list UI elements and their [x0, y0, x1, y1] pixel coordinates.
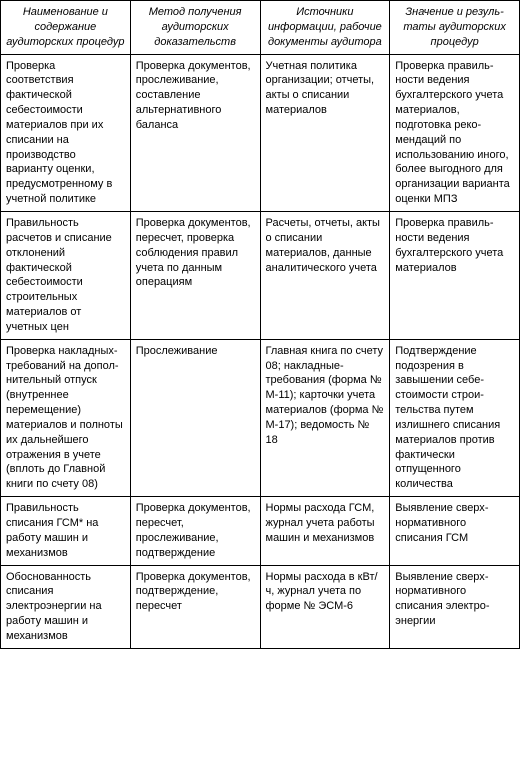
table-cell: Обоснованность списания электроэнергии н…: [1, 565, 131, 648]
table-cell: Выявление сверх­нормативного списания эл…: [390, 565, 520, 648]
table-cell: Проверка правиль­ности ведения бухгалтер…: [390, 211, 520, 339]
table-cell: Правильность списания ГСМ* на работу маш…: [1, 497, 131, 565]
table-cell: Проверка документов, прослеживание, сост…: [130, 54, 260, 211]
table-cell: Нормы расхода в кВт/ч, журнал учета по ф…: [260, 565, 390, 648]
table-row: Проверка соответствия фактической себест…: [1, 54, 520, 211]
table-cell: Проверка документов, пересчет, прослежив…: [130, 497, 260, 565]
header-col-4: Значение и резуль­таты аудиторских проце…: [390, 1, 520, 55]
table-row: Правильность расчетов и списание отклоне…: [1, 211, 520, 339]
table-body: Проверка соответствия фактической себест…: [1, 54, 520, 648]
header-col-1: Наименование и содержание аудиторских пр…: [1, 1, 131, 55]
table-header-row: Наименование и содержание аудиторских пр…: [1, 1, 520, 55]
table-cell: Правильность расчетов и списание отклоне…: [1, 211, 131, 339]
table-cell: Главная книга по счету 08; наклад­ные-тр…: [260, 339, 390, 496]
table-cell: Расчеты, отчеты, акты о списании материа…: [260, 211, 390, 339]
header-col-2: Метод получе­ния аудиторских доказательс…: [130, 1, 260, 55]
table-cell: Проверка накладных-требо­ваний на допол­…: [1, 339, 131, 496]
table-cell: Прослеживание: [130, 339, 260, 496]
table-cell: Проверка документов, пересчет, проверка …: [130, 211, 260, 339]
audit-procedures-table: Наименование и содержание аудиторских пр…: [0, 0, 520, 649]
table-cell: Проверка соответствия фактической себест…: [1, 54, 131, 211]
table-row: Обоснованность списания электроэнергии н…: [1, 565, 520, 648]
header-col-3: Источники информации, рабочие документы …: [260, 1, 390, 55]
table-row: Правильность списания ГСМ* на работу маш…: [1, 497, 520, 565]
table-cell: Подтверждение подозрения в завышении себ…: [390, 339, 520, 496]
table-cell: Проверка документов, подтверждение, пере…: [130, 565, 260, 648]
table-cell: Проверка правиль­ности ведения бухгалтер…: [390, 54, 520, 211]
table-row: Проверка накладных-требо­ваний на допол­…: [1, 339, 520, 496]
table-cell: Учетная политика организации; отчеты, ак…: [260, 54, 390, 211]
table-cell: Нормы расхода ГСМ, журнал учета работы м…: [260, 497, 390, 565]
table-cell: Выявление сверх­нормативного списания ГС…: [390, 497, 520, 565]
